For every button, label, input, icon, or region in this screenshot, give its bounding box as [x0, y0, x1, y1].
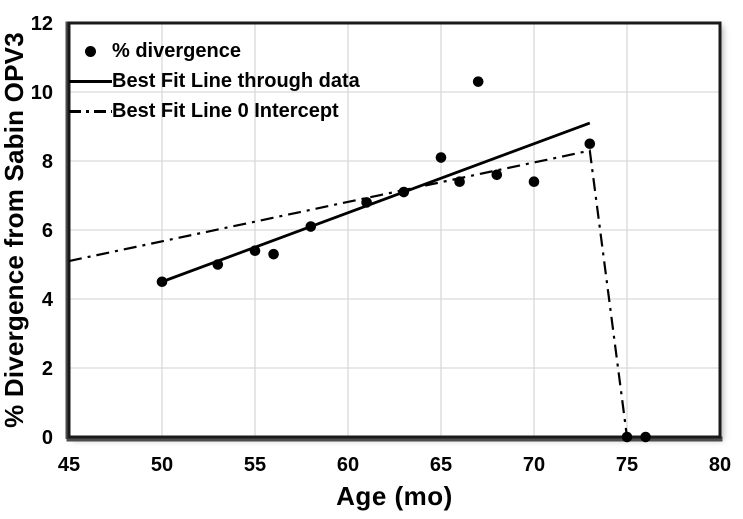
legend-item-best-fit: Best Fit Line through data [69, 66, 360, 96]
data-point [212, 259, 224, 270]
gridlines [68, 22, 721, 438]
scatter-marker-icon [85, 45, 96, 57]
data-point [454, 176, 465, 187]
x-tick-label: 50 [151, 454, 173, 476]
legend-marker-cell [69, 109, 112, 113]
legend: % divergence Best Fit Line through data … [69, 36, 360, 126]
data-point [305, 221, 317, 232]
legend-marker-cell [69, 45, 112, 57]
legend-label-zero-intercept: Best Fit Line 0 Intercept [112, 99, 339, 122]
y-tick-label: 6 [42, 220, 53, 242]
scatter-points [156, 76, 651, 443]
y-tick-label: 12 [31, 13, 53, 35]
data-point [528, 176, 540, 187]
data-point [435, 152, 447, 163]
dash-dot-line-icon [69, 109, 112, 113]
x-tick-label: 70 [523, 454, 545, 476]
data-point [156, 276, 168, 288]
y-axis-title: % Divergence from Sabin OPV3 [0, 32, 29, 428]
x-tick-label: 75 [616, 454, 638, 476]
x-tick-label: 45 [58, 454, 80, 476]
fit-line-zero-intercept [68, 149, 629, 438]
data-point [249, 245, 261, 256]
x-tick-label: 80 [709, 454, 731, 476]
x-tick-label: 65 [430, 454, 452, 476]
axis-lines [65, 21, 723, 442]
data-point [472, 76, 484, 87]
data-point [398, 186, 410, 198]
data-point [491, 169, 503, 181]
y-tick-label: 4 [42, 289, 54, 311]
y-tick-label: 8 [42, 151, 53, 173]
data-point [361, 197, 372, 208]
plot-border [67, 21, 722, 439]
x-tick-label: 60 [337, 454, 359, 476]
legend-marker-cell [69, 79, 112, 83]
data-point [621, 431, 633, 443]
legend-label-divergence: % divergence [112, 39, 241, 62]
legend-item-zero-intercept: Best Fit Line 0 Intercept [69, 96, 360, 126]
y-tick-label: 2 [42, 358, 53, 380]
y-tick-label: 10 [31, 82, 53, 104]
solid-line-icon [69, 79, 112, 83]
y-tick-label: 0 [42, 427, 53, 449]
legend-label-best-fit: Best Fit Line through data [112, 69, 360, 92]
data-point [584, 138, 596, 150]
fit-lines [68, 121, 629, 438]
fit-line-through-data [161, 121, 591, 284]
x-tick-label: 55 [244, 454, 266, 476]
data-point [640, 431, 651, 443]
legend-item-divergence: % divergence [69, 36, 360, 66]
x-axis-title: Age (mo) [336, 481, 453, 511]
data-point [268, 248, 279, 260]
tick-labels: 45 50 55 60 65 70 75 80 0 2 4 6 8 10 12 [31, 13, 731, 476]
